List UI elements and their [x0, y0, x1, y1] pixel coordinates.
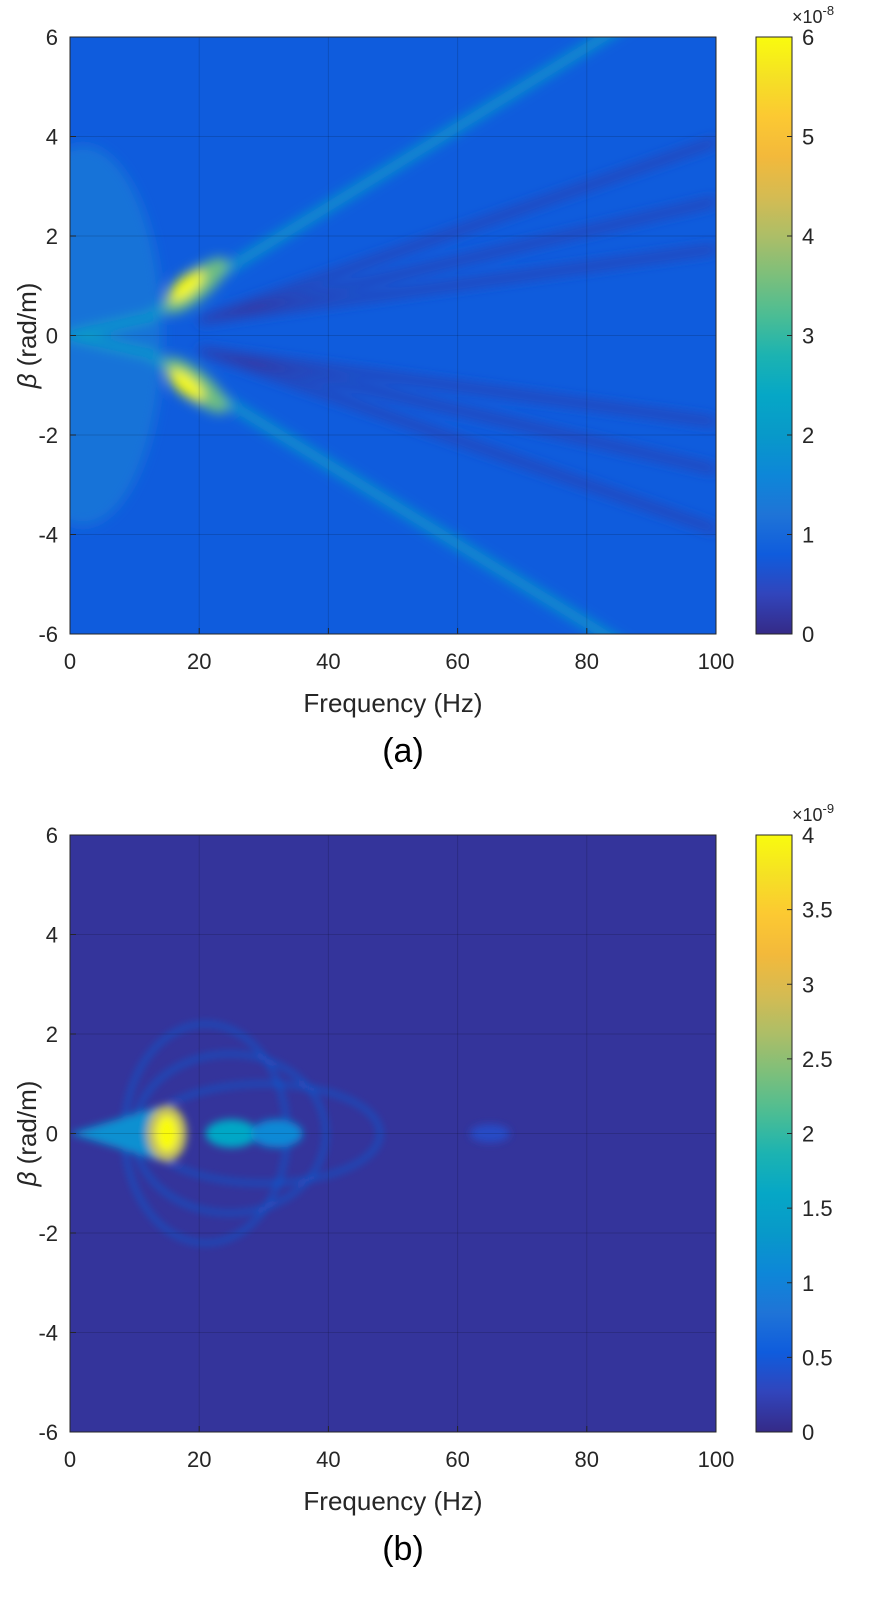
colorbar-a: 0 1 2 3 4 5 6: [755, 25, 814, 647]
colorbar-tick-label: 3: [802, 972, 814, 997]
colorbar-multiplier: ×10-8: [792, 3, 834, 27]
y-tick-label: -4: [38, 1321, 58, 1346]
y-tick-label: -4: [38, 523, 58, 548]
plot-area-a: [70, 37, 716, 634]
y-tick-label: 6: [46, 823, 58, 848]
y-tick-label: 4: [46, 125, 58, 150]
y-tick-label: -6: [38, 1420, 58, 1445]
colorbar-tick-label: 5: [802, 125, 814, 150]
x-tick-label: 20: [187, 1447, 211, 1472]
colorbar-tick-label: 1: [802, 1271, 814, 1296]
colorbar-tick-label: 3: [802, 324, 814, 349]
multiplier-base: ×10: [792, 805, 823, 825]
chart-panel-a: 0 20 40 60 80 100 -6 -4 -2 0 2 4 6 0 1 2 3 4 5 6 Frequency…: [0, 0, 872, 800]
wedge: [70, 1106, 161, 1161]
heatmap-features: [70, 1022, 510, 1245]
y-tick-label: 0: [46, 324, 58, 349]
y-tick-label: -2: [38, 423, 58, 448]
x-axis-label: Frequency (Hz): [303, 1486, 482, 1516]
peak-core: [155, 1115, 178, 1152]
blob: [250, 1119, 303, 1148]
colorbar-tick-label: 4: [802, 224, 814, 249]
y-axis-label: β (rad/m): [12, 1081, 42, 1188]
x-tick-label: 0: [64, 1447, 76, 1472]
panel-caption: (a): [382, 732, 424, 770]
y-tick-label: -6: [38, 622, 58, 647]
heatmap-chart-b: 0 20 40 60 80 100 -6 -4 -2 0 2 4 6 0 0.5 1 1.5 2 2.5 3 3.5 4…: [12, 801, 834, 1568]
colorbar-tick-label: 2: [802, 423, 814, 448]
colorbar-multiplier: ×10-9: [792, 801, 834, 825]
x-tick-label: 100: [698, 649, 735, 674]
colorbar-tick-label: 2.5: [802, 1047, 833, 1072]
plot-area-b: [70, 835, 716, 1432]
heatmap-features: [70, 37, 716, 634]
x-tick-label: 60: [445, 1447, 469, 1472]
colorbar-tick-label: 4: [802, 823, 814, 848]
x-axis-label: Frequency (Hz): [303, 688, 482, 718]
dark-band: [198, 245, 716, 324]
y-tick-label: 6: [46, 25, 58, 50]
colorbar-tick-label: 1.5: [802, 1196, 833, 1221]
x-tick-label: 60: [445, 649, 469, 674]
colorbar-tick-label: 3.5: [802, 898, 833, 923]
colorbar-tick-label: 6: [802, 25, 814, 50]
x-tick-label: 40: [316, 1447, 340, 1472]
x-tick-label: 40: [316, 649, 340, 674]
colorbar-b: 0 0.5 1 1.5 2 2.5 3 3.5 4: [755, 823, 833, 1445]
y-axis-symbol: β: [12, 373, 42, 389]
colorbar-tick-label: 0: [802, 622, 814, 647]
blob: [469, 1124, 510, 1143]
y-tick-label: -2: [38, 1221, 58, 1246]
blob: [205, 1119, 258, 1148]
dark-band: [198, 198, 716, 324]
heatmap-origin-glow: [70, 145, 163, 526]
y-axis-symbol: β: [12, 1171, 42, 1187]
peak-lobe: [168, 369, 205, 401]
dark-band: [198, 347, 716, 533]
heatmap-chart-a: 0 20 40 60 80 100 -6 -4 -2 0 2 4 6 0 1 2 3 4 5 6 Frequency…: [12, 3, 834, 770]
colorbar-tick-label: 2: [802, 1122, 814, 1147]
x-tick-label: 0: [64, 649, 76, 674]
y-tick-label: 2: [46, 1022, 58, 1047]
heatmap-background: [70, 37, 716, 634]
colorbar-gradient: [755, 36, 793, 635]
peak-lobe: [168, 270, 205, 302]
colorbar-gradient: [755, 834, 793, 1433]
multiplier-exponent: -9: [823, 801, 835, 816]
chart-panel-b: 0 20 40 60 80 100 -6 -4 -2 0 2 4 6 0 0.5 1 1.5 2 2.5 3 3.5 4…: [0, 798, 872, 1598]
dark-band: [198, 347, 716, 426]
y-tick-label: 4: [46, 923, 58, 948]
colorbar-tick-label: 1: [802, 523, 814, 548]
y-tick-label: 2: [46, 224, 58, 249]
axes-b: 0 20 40 60 80 100 -6 -4 -2 0 2 4 6: [38, 823, 734, 1472]
axes-a: 0 20 40 60 80 100 -6 -4 -2 0 2 4 6: [38, 25, 734, 674]
dark-band: [198, 138, 716, 324]
colorbar-tick-label: 0: [802, 1420, 814, 1445]
panel-caption: (b): [382, 1530, 424, 1568]
colorbar-tick-label: 0.5: [802, 1345, 833, 1370]
x-tick-label: 100: [698, 1447, 735, 1472]
y-axis-unit: (rad/m): [12, 283, 42, 374]
multiplier-base: ×10: [792, 7, 823, 27]
y-axis-unit: (rad/m): [12, 1081, 42, 1172]
x-tick-label: 80: [575, 1447, 599, 1472]
dark-band: [198, 347, 716, 473]
y-tick-label: 0: [46, 1122, 58, 1147]
multiplier-exponent: -8: [823, 3, 835, 18]
x-tick-label: 20: [187, 649, 211, 674]
x-tick-label: 80: [575, 649, 599, 674]
y-axis-label: β (rad/m): [12, 283, 42, 390]
